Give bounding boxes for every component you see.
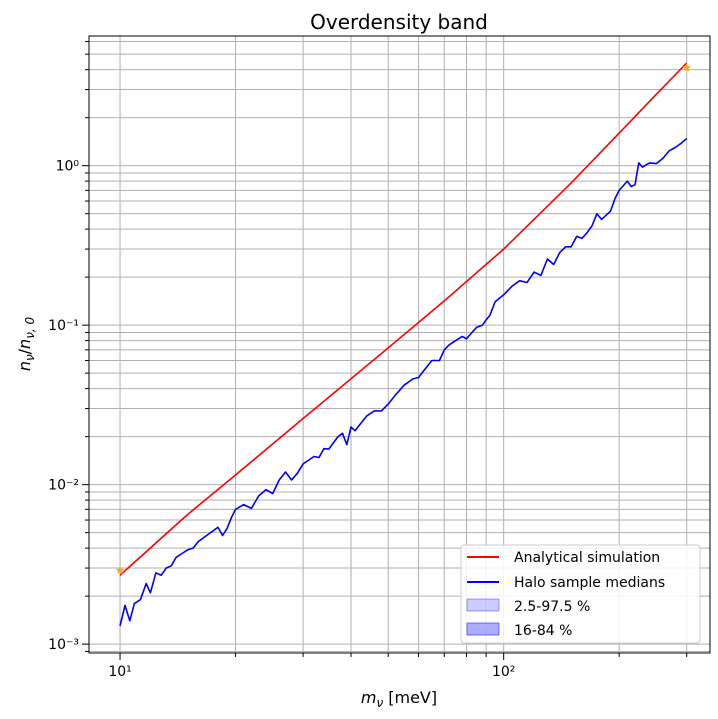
legend: Analytical simulation Halo sample median… bbox=[460, 544, 701, 644]
x-axis-label: mν [meV] bbox=[361, 688, 437, 710]
chart-title: Overdensity band bbox=[310, 10, 488, 34]
star-marker bbox=[682, 63, 691, 72]
star-marker bbox=[115, 565, 125, 574]
legend-label-halo: Halo sample medians bbox=[514, 575, 665, 591]
plot-frame bbox=[88, 35, 711, 654]
halo-sample-medians-line bbox=[119, 137, 688, 627]
legend-box bbox=[460, 544, 701, 644]
y-axis-label: nν/nν, 0 bbox=[15, 316, 37, 371]
y-tick-label: 10⁻³ bbox=[48, 637, 79, 653]
legend-label-analytical: Analytical simulation bbox=[514, 550, 660, 566]
x-tick-label: 10¹ bbox=[108, 664, 131, 680]
plot-lines bbox=[115, 62, 691, 627]
legend-swatch-band-95 bbox=[466, 598, 500, 612]
legend-label-band-95: 2.5-97.5 % bbox=[514, 599, 590, 615]
legend-swatch-band-68 bbox=[466, 622, 500, 636]
x-tick-label: 10² bbox=[492, 664, 515, 680]
axis-ticks: 10¹ 10² 10⁻³ 10⁻² 10⁻¹ 10⁰ bbox=[48, 41, 688, 680]
y-tick-label: 10⁻² bbox=[48, 478, 79, 494]
analytical-simulation-line bbox=[119, 62, 688, 576]
legend-label-band-68: 16-84 % bbox=[514, 623, 572, 639]
y-tick-label: 10⁻¹ bbox=[48, 318, 79, 334]
y-tick-label: 10⁰ bbox=[56, 159, 80, 175]
